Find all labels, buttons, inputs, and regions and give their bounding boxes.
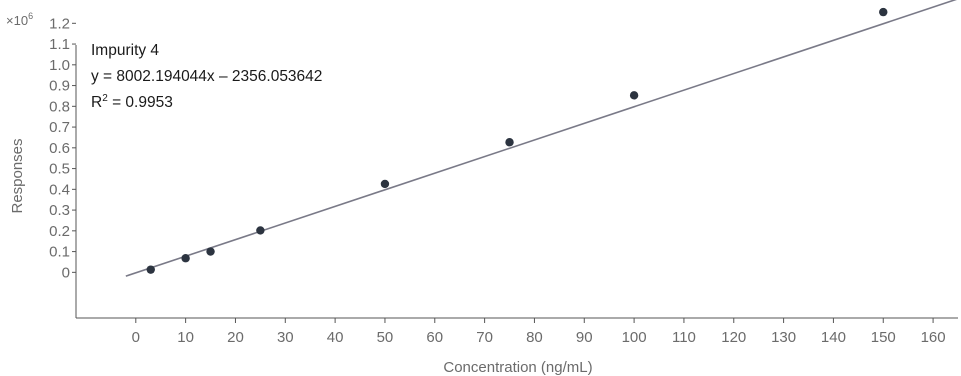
r-squared: R2 = 0.9953 (91, 93, 173, 111)
y-tick-label: 0.2 (49, 223, 70, 240)
x-tick-label: 110 (672, 329, 696, 346)
y-tick-label: 0.1 (49, 244, 70, 261)
data-point (181, 254, 190, 263)
x-tick-label: 0 (132, 329, 140, 346)
x-tick-label: 70 (476, 329, 493, 346)
x-tick-label: 60 (426, 329, 443, 346)
fit-line-group (125, 0, 957, 277)
x-tick-label: 30 (277, 329, 294, 346)
x-tick-label: 100 (622, 329, 647, 346)
x-tick-label: 150 (871, 329, 896, 346)
regression-line (125, 0, 957, 277)
x-ticks: 0 10 20 30 40 50 60 70 80 90 100 110 120 130 140 150 160 (132, 318, 946, 346)
data-point (256, 226, 265, 235)
x-tick-label: 50 (377, 329, 394, 346)
data-point (879, 7, 888, 17)
data-point (380, 179, 390, 189)
x-tick-label: 90 (576, 329, 593, 346)
x-tick-label: 160 (921, 329, 946, 346)
x-axis-title: Concentration (ng/mL) (443, 359, 592, 376)
axes (75, 45, 958, 319)
y-tick-label: 0.4 (49, 181, 70, 198)
y-tick-label: 1.0 (49, 57, 70, 74)
y-tick-label: 0 (62, 264, 70, 281)
y-tick-label: 0.6 (49, 140, 70, 157)
data-point (505, 138, 514, 147)
data-points (146, 7, 888, 274)
y-ticks: 0 0.1 0.2 0.3 0.4 0.5 0.6 0.7 0.8 0.9 1.0 1.1 1.2 (49, 15, 76, 281)
x-tick-label: 80 (526, 329, 543, 346)
y-tick-label: 1.1 (49, 36, 70, 53)
regression-equation: y = 8002.194044x – 2356.053642 (91, 68, 322, 85)
y-tick-label: 0.5 (49, 161, 70, 178)
x-tick-label: 20 (227, 329, 244, 346)
data-point (146, 265, 155, 274)
data-point (629, 91, 639, 100)
x-tick-label: 40 (327, 329, 344, 346)
compound-name: Impurity 4 (91, 42, 159, 59)
y-tick-label: 0.9 (49, 78, 70, 95)
x-tick-label: 130 (771, 329, 796, 346)
y-tick-label: 0.8 (49, 98, 70, 115)
y-tick-label: 1.2 (49, 15, 70, 32)
y-tick-label: 0.3 (49, 202, 70, 219)
y-multiplier: ×106 (6, 11, 33, 28)
y-axis-title: Responses (9, 138, 26, 213)
x-tick-label: 10 (177, 329, 194, 346)
x-tick-label: 120 (721, 329, 746, 346)
y-tick-label: 0.7 (49, 119, 70, 136)
data-point (206, 247, 215, 256)
x-tick-label: 140 (821, 329, 846, 346)
